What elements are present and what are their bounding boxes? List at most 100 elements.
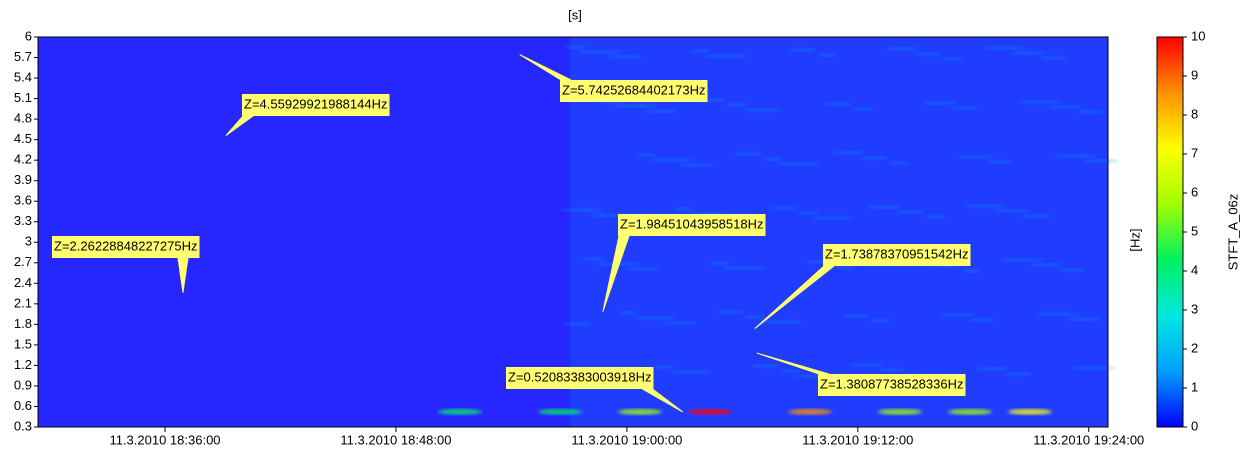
noise-blob	[565, 45, 585, 49]
annotation-box	[506, 367, 654, 389]
y-tick-label: 1.5	[14, 336, 32, 351]
hot-spot	[438, 408, 482, 415]
noise-blob	[614, 104, 658, 108]
noise-blob	[578, 50, 622, 54]
noise-blob	[722, 266, 766, 270]
colorbar-tick-label: 10	[1191, 28, 1205, 43]
annotation-box	[823, 244, 971, 266]
noise-blob	[589, 213, 625, 217]
noise-blob	[1004, 372, 1032, 376]
noise-blob	[878, 368, 906, 372]
noise-blob	[679, 163, 715, 167]
colorbar-tick-label: 8	[1191, 106, 1198, 121]
noise-blob	[727, 103, 747, 107]
noise-blob	[673, 207, 693, 211]
noise-blob	[842, 314, 870, 318]
noise-blob	[812, 216, 856, 220]
y-tick-label: 4.2	[14, 152, 32, 167]
y-tick-label: 0.9	[14, 377, 32, 392]
colorbar-tick-label: 7	[1191, 145, 1198, 160]
hot-spot	[948, 408, 992, 415]
noise-blob	[831, 151, 867, 155]
annotation-box	[560, 80, 708, 102]
annotation-box	[818, 374, 966, 396]
hot-spot	[878, 408, 922, 415]
noise-blob	[1076, 110, 1104, 114]
noise-blob	[885, 47, 921, 51]
noise-blob	[871, 319, 891, 323]
x-tick-label: 11.3.2010 19:00:00	[571, 432, 682, 447]
noise-blob	[709, 261, 729, 265]
plot-frame	[37, 36, 1109, 428]
colorbar-label: STFT_A_06z	[1225, 194, 1240, 271]
noise-blob	[943, 57, 963, 61]
annotation-text: Z=4.55929921988144Hz	[244, 96, 387, 111]
annotation-box	[52, 236, 200, 258]
annotation: Z=4.55929921988144Hz	[225, 94, 390, 136]
y-tick-label: 6	[25, 28, 32, 43]
y-tick-label: 3.3	[14, 213, 32, 228]
noise-blob	[1072, 366, 1116, 370]
colorbar-tick-label: 3	[1191, 301, 1198, 316]
hot-spot	[618, 408, 662, 415]
annotation-text: Z=5.74252684402173Hz	[562, 82, 705, 97]
noise-blob	[1083, 159, 1119, 163]
noise-blob	[925, 215, 945, 219]
annotation: Z=0.52083383003918Hz	[506, 367, 683, 413]
annotation: Z=1.98451043958518Hz	[602, 214, 766, 312]
noise-blob	[740, 108, 784, 112]
hot-spot	[788, 408, 832, 415]
noise-blob	[752, 364, 780, 368]
noise-blob	[799, 211, 819, 215]
y-tick-label: 5.1	[14, 90, 32, 105]
annotation: Z=2.26228848227275Hz	[52, 236, 200, 293]
noise-blob	[691, 49, 711, 53]
noise-blob	[993, 209, 1029, 213]
noise-blob	[860, 156, 888, 160]
noise-blob	[1000, 258, 1044, 262]
noise-blob	[1054, 154, 1098, 158]
y-tick-label: 3	[25, 234, 32, 249]
y-tick-label: 0.6	[14, 398, 32, 413]
noise-blob	[788, 48, 816, 52]
noise-blob	[849, 363, 885, 367]
y-tick-label: 2.4	[14, 275, 32, 290]
annotation-text: Z=1.98451043958518Hz	[620, 216, 763, 231]
colorbar-tick-label: 2	[1191, 340, 1198, 355]
noise-blob	[776, 162, 820, 166]
x-tick-label: 11.3.2010 19:12:00	[802, 432, 913, 447]
y-tick-label: 5.4	[14, 69, 32, 84]
hot-spot	[688, 408, 732, 415]
annotation: Z=5.74252684402173Hz	[519, 54, 708, 102]
y-axis-label: [Hz]	[1127, 228, 1142, 251]
noise-blob	[650, 158, 694, 162]
noise-blob	[560, 208, 604, 212]
x-tick-label: 11.3.2010 18:48:00	[340, 432, 451, 447]
noise-blob	[896, 210, 924, 214]
annotation: Z=1.73878370951542Hz	[754, 244, 971, 329]
noise-blob	[964, 204, 1008, 208]
noise-blob	[982, 46, 1026, 50]
noise-blob	[632, 316, 676, 320]
y-tick-label: 0.3	[14, 418, 32, 433]
noise-blob	[1029, 263, 1065, 267]
annotation-text: Z=1.73878370951542Hz	[825, 246, 968, 261]
y-tick-label: 3.6	[14, 193, 32, 208]
hot-spot	[538, 408, 582, 415]
x-axis-label: [s]	[568, 7, 582, 22]
y-tick-label: 2.7	[14, 254, 32, 269]
y-tick-label: 2.1	[14, 295, 32, 310]
x-tick-label: 11.3.2010 18:36:00	[109, 432, 220, 447]
noise-blob	[770, 206, 798, 210]
noise-blob	[668, 370, 712, 374]
noise-blob	[763, 157, 783, 161]
y-tick-label: 4.8	[14, 111, 32, 126]
y-tick-label: 4.5	[14, 131, 32, 146]
noise-blob	[1065, 317, 1101, 321]
colorbar-tick-label: 4	[1191, 262, 1198, 277]
y-tick-label: 1.8	[14, 316, 32, 331]
noise-blob	[745, 315, 765, 319]
annotation-text: Z=2.26228848227275Hz	[54, 238, 197, 253]
noise-blob	[655, 365, 675, 369]
